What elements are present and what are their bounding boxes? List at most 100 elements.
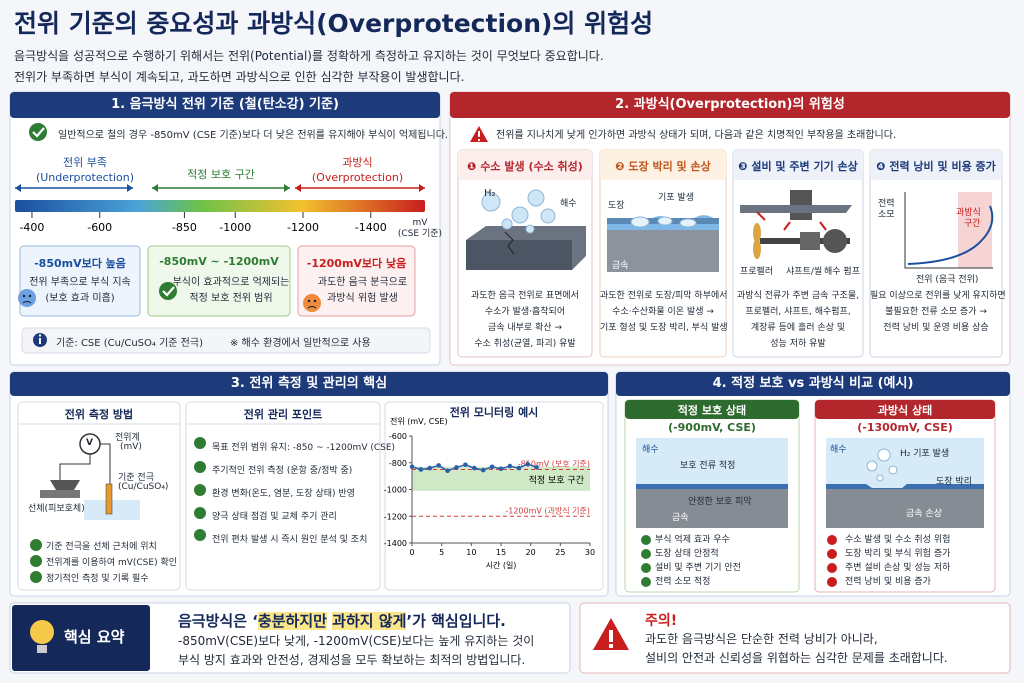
illustration-label: 해수 (830, 445, 847, 455)
text-line: 성능 저하 유발 (770, 339, 826, 349)
box-title: -1200mV보다 낮음 (306, 257, 407, 270)
illustration-label: 도장 (608, 201, 625, 211)
label: V (86, 438, 93, 448)
point (463, 462, 468, 468)
x-tick-label: 5 (439, 548, 444, 557)
text-line: 전위 부족 (63, 156, 107, 169)
point (516, 465, 522, 471)
label: (Cu/CuSO₄) (118, 482, 169, 492)
tick-label: -1000 (219, 221, 251, 234)
tick-label: -1400 (355, 221, 387, 234)
text-line: -850mV(CSE)보다 낮게, -1200mV(CSE)보다는 높게 유지하… (178, 634, 535, 648)
point (409, 464, 415, 470)
tick-label: -400 (19, 221, 44, 234)
x-tick-label: 0 (409, 548, 414, 557)
text-line: mV (412, 218, 428, 228)
illustration-label: 전력 (878, 199, 895, 209)
point (436, 463, 442, 468)
text-line: 부식 억제 효과 우수 (655, 535, 730, 545)
note: ※ 해수 환경에서 일반적으로 사용 (230, 338, 371, 349)
text-line: 전위가 부족하면 부식이 계속되고, 과도하면 과방식으로 인한 심각한 부작용… (14, 70, 465, 84)
text-line: (Underprotection) (35, 171, 135, 184)
section1-graphics (15, 123, 431, 354)
text-line: 목표 전위 범위 유지: -850 ~ -1200mV (CSE) (212, 443, 396, 453)
box-text: 전위 부족으로 부식 지속 (보호 효과 미흡) (20, 275, 140, 307)
box-text: 과도한 음극 분극으로 과방식 위험 발생 (310, 275, 415, 307)
point (525, 461, 530, 467)
reference-label: -850mV (보호 기준) (518, 459, 590, 468)
illustration-label: 해수 (560, 199, 577, 209)
illustration-label: 소모 (878, 210, 895, 220)
text-line: 음극방식을 성공적으로 수행하기 위해서는 전위(Potential)를 정확하… (14, 49, 604, 63)
illustration-label: H₂ 기포 발생 (900, 449, 950, 459)
point (454, 465, 459, 470)
text-line: 금속 내부로 확산 → (487, 323, 563, 333)
intro: 전위를 지나치게 낮게 인가하면 과방식 상태가 되며, 다음과 같은 치명적인… (496, 130, 897, 141)
text-line: (Overprotection) (311, 171, 404, 184)
illustration-label: 프로펠러 (740, 267, 774, 277)
point (427, 465, 433, 471)
points: 목표 전위 범위 유지: -850 ~ -1200mV (CSE) 주기적인 전위… (212, 437, 395, 552)
illustration-label: 기포 발생 (658, 193, 694, 203)
card-title: ❶ 수소 발생 (수소 취성) (467, 160, 583, 173)
text-line: 양극 상태 점검 및 교체 주기 관리 (212, 512, 337, 522)
axes (411, 436, 590, 544)
title: 전위 기준의 중요성과 과방식(Overprotection)의 위험성 (14, 9, 654, 38)
subpanel-title: 전위 관리 포인트 (243, 408, 323, 421)
text-line: 과도한 전위로 도장/피막 하부에서 (600, 291, 728, 301)
text-line: (보호 효과 미흡) (45, 293, 115, 304)
subpanel-title: 전위 측정 방법 (64, 408, 134, 421)
x-tick-label: 30 (585, 548, 595, 557)
label: 기준 전극 (118, 473, 154, 483)
text-line: 과방식 전류가 주변 금속 구조물, (737, 291, 859, 301)
reference-label: -1200mV (과방식 기준) (505, 505, 590, 515)
text-line: 기포 형성 및 도장 박리, 부식 발생 (600, 323, 728, 333)
point (418, 467, 424, 472)
highlight: 과하지 않게 (332, 612, 407, 630)
text-line: 전력 낭비 및 운영 비용 상승 (883, 323, 989, 333)
text-line: 설비 및 주변 기기 안전 (655, 563, 741, 573)
text-line: 도장 박리 및 부식 위험 증가 (845, 549, 951, 559)
text-line: 과도한 음극방식은 단순한 전력 낭비가 아니라, (645, 632, 878, 646)
y-tick-label: -1000 (384, 486, 407, 495)
band-label: 적정 보호 구간 (529, 474, 584, 486)
bullets: 부식 억제 효과 우수 도장 상태 안정적 설비 및 주변 기기 안전 전력 소모 적… (655, 533, 741, 589)
text-line: 프로펠러, 샤프트, 해수펌프, (745, 307, 851, 317)
tick-label: -1200 (287, 221, 319, 234)
text-line: 도장 상태 안정적 (655, 549, 719, 559)
text-line: 수소가 발생·흡착되어 (484, 307, 566, 317)
text-line: 부식 방지 효과와 안전성, 경제성을 모두 확보하는 최적의 방법입니다. (178, 653, 526, 667)
illustration-label: 과방식 (956, 208, 981, 218)
card-title: ❸ 설비 및 주변 기기 손상 (738, 160, 858, 173)
card-text: 과도한 전위로 도장/피막 하부에서 수소·수산화물 이온 발생 → 기포 형성 및… (600, 288, 728, 336)
text-line: 부식이 효과적으로 억제되는 (172, 277, 290, 288)
text-line: (CSE 기준) (397, 229, 443, 239)
text-line: 적정 보호 구간 (187, 168, 255, 181)
text: ’가 핵심입니다. (406, 612, 506, 630)
bullets: 수소 발생 및 수소 취성 위험 도장 박리 및 부식 위험 증가 주변 설비 손상… (845, 533, 950, 589)
card-title: 적정 보호 상태 (677, 404, 747, 417)
card-text: 과도한 음극 전위로 표면에서 수소가 발생·흡착되어 금속 내부로 확산 → 수소 … (458, 288, 592, 352)
text-line: 전위 편차 발생 시 즉시 원인 분석 및 조치 (212, 535, 368, 545)
box-title: -850mV보다 높음 (34, 257, 126, 270)
text-line: 과방식 (342, 156, 373, 169)
text-line: 정기적인 측정 및 기록 필수 (46, 574, 149, 584)
chart-title: 전위 모니터링 예시 (449, 406, 539, 419)
illustration-label: 도장 박리 (936, 477, 972, 487)
text-line: 불필요한 전류 소모 증가 → (885, 307, 987, 317)
text-line: 설비의 안전과 신뢰성을 위협하는 심각한 문제를 초래합니다. (645, 651, 948, 665)
y-axis-label: 전위 (mV, CSE) (390, 416, 448, 426)
card-subtitle: (-1300mV, CSE) (857, 421, 953, 434)
y-tick-label: -1400 (384, 539, 407, 548)
y-tick-label: -1200 (384, 512, 407, 521)
text-line: 전위계를 이용하여 mV(CSE) 확인 (46, 558, 178, 568)
text-line: 주기적인 전위 측정 (운항 중/정박 중) (212, 466, 353, 476)
section-title: 3. 전위 측정 및 관리의 핵심 (230, 376, 388, 391)
text-line: 전위 부족으로 부식 지속 (29, 277, 131, 288)
illustration-label: 샤프트/씰 (786, 267, 823, 277)
tick-label: -850 (172, 221, 197, 234)
text-line: 환경 변화(온도, 염분, 도장 상태) 반영 (212, 489, 355, 499)
illustration-label: 금속 손상 (906, 509, 942, 519)
